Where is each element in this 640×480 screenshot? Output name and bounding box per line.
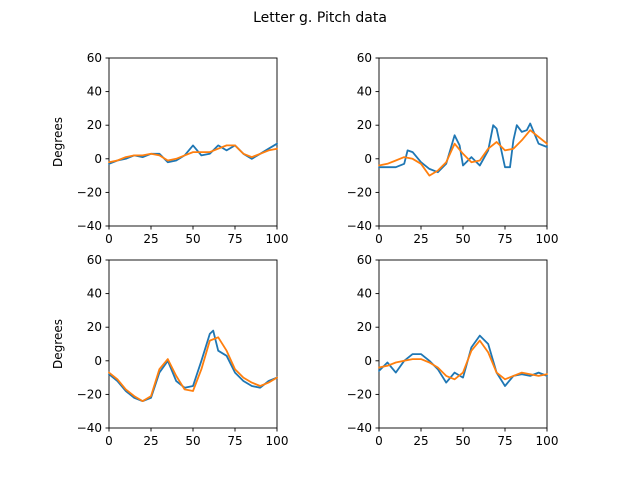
x-tick-label: 50	[455, 434, 470, 448]
y-tick-label: −20	[77, 185, 102, 199]
x-tick-label: 0	[375, 434, 383, 448]
plot-frame	[108, 57, 278, 227]
x-tick-label: 100	[536, 434, 559, 448]
y-tick-label: −20	[347, 387, 372, 401]
y-tick-label: −40	[347, 421, 372, 435]
y-tick-label: 20	[87, 320, 102, 334]
x-tick-label: 100	[536, 232, 559, 246]
subplot-2: 0 25 50 75 100 −40 −20 0 20 40 60	[347, 51, 559, 246]
y-tick-label: 40	[357, 85, 372, 99]
x-tick-label: 75	[227, 434, 242, 448]
x-tick-label: 50	[185, 434, 200, 448]
y-tick-label: 20	[357, 320, 372, 334]
series-line-2	[108, 336, 278, 403]
y-tick-label: 40	[87, 85, 102, 99]
series-line-2	[378, 129, 548, 177]
y-tick-label: −20	[347, 185, 372, 199]
series-line-1	[378, 122, 548, 174]
y-axis-label: Degrees	[51, 319, 65, 369]
y-tick-label: 60	[87, 253, 102, 267]
subplot-4: 0 25 50 75 100 −40 −20 0 20 40 60	[347, 253, 559, 448]
y-tick-label: 0	[94, 354, 102, 368]
y-tick-label: 0	[364, 152, 372, 166]
plot-frame	[378, 259, 548, 429]
y-tick-label: −40	[347, 219, 372, 233]
x-tick-label: 25	[143, 232, 158, 246]
x-tick-label: 0	[105, 434, 113, 448]
plot-frame	[108, 259, 278, 429]
y-tick-label: 20	[357, 118, 372, 132]
x-tick-label: 25	[413, 434, 428, 448]
x-tick-label: 75	[497, 232, 512, 246]
x-tick-label: 25	[413, 232, 428, 246]
y-tick-label: −40	[77, 219, 102, 233]
y-tick-label: −40	[77, 421, 102, 435]
subplot-1: 0 25 50 75 100 −40 −20 0 20 40 60 Degrees	[51, 51, 288, 246]
figure-title: Letter g. Pitch data	[253, 10, 387, 26]
y-tick-label: 40	[87, 287, 102, 301]
series-line-2	[378, 339, 548, 381]
y-tick-label: 60	[357, 51, 372, 65]
x-tick-label: 50	[455, 232, 470, 246]
y-tick-label: 20	[87, 118, 102, 132]
y-tick-label: 60	[87, 51, 102, 65]
x-tick-label: 75	[227, 232, 242, 246]
series-line-1	[378, 334, 548, 387]
x-tick-label: 0	[375, 232, 383, 246]
y-tick-label: 60	[357, 253, 372, 267]
y-axis-label: Degrees	[51, 117, 65, 167]
y-tick-label: 40	[357, 287, 372, 301]
series-line-1	[108, 142, 278, 165]
x-tick-label: 25	[143, 434, 158, 448]
x-tick-label: 0	[105, 232, 113, 246]
y-tick-label: −20	[77, 387, 102, 401]
plot-frame	[378, 57, 548, 227]
subplots: 0 25 50 75 100 −40 −20 0 20 40 60 Degrees 0 25 50 75 100…	[51, 51, 558, 448]
y-tick-label: 0	[364, 354, 372, 368]
subplot-3: 0 25 50 75 100 −40 −20 0 20 40 60 Degrees	[51, 253, 288, 448]
x-tick-label: 100	[266, 232, 289, 246]
series-line-2	[108, 144, 278, 164]
x-tick-label: 50	[185, 232, 200, 246]
y-tick-label: 0	[94, 152, 102, 166]
x-tick-label: 100	[266, 434, 289, 448]
x-tick-label: 75	[497, 434, 512, 448]
